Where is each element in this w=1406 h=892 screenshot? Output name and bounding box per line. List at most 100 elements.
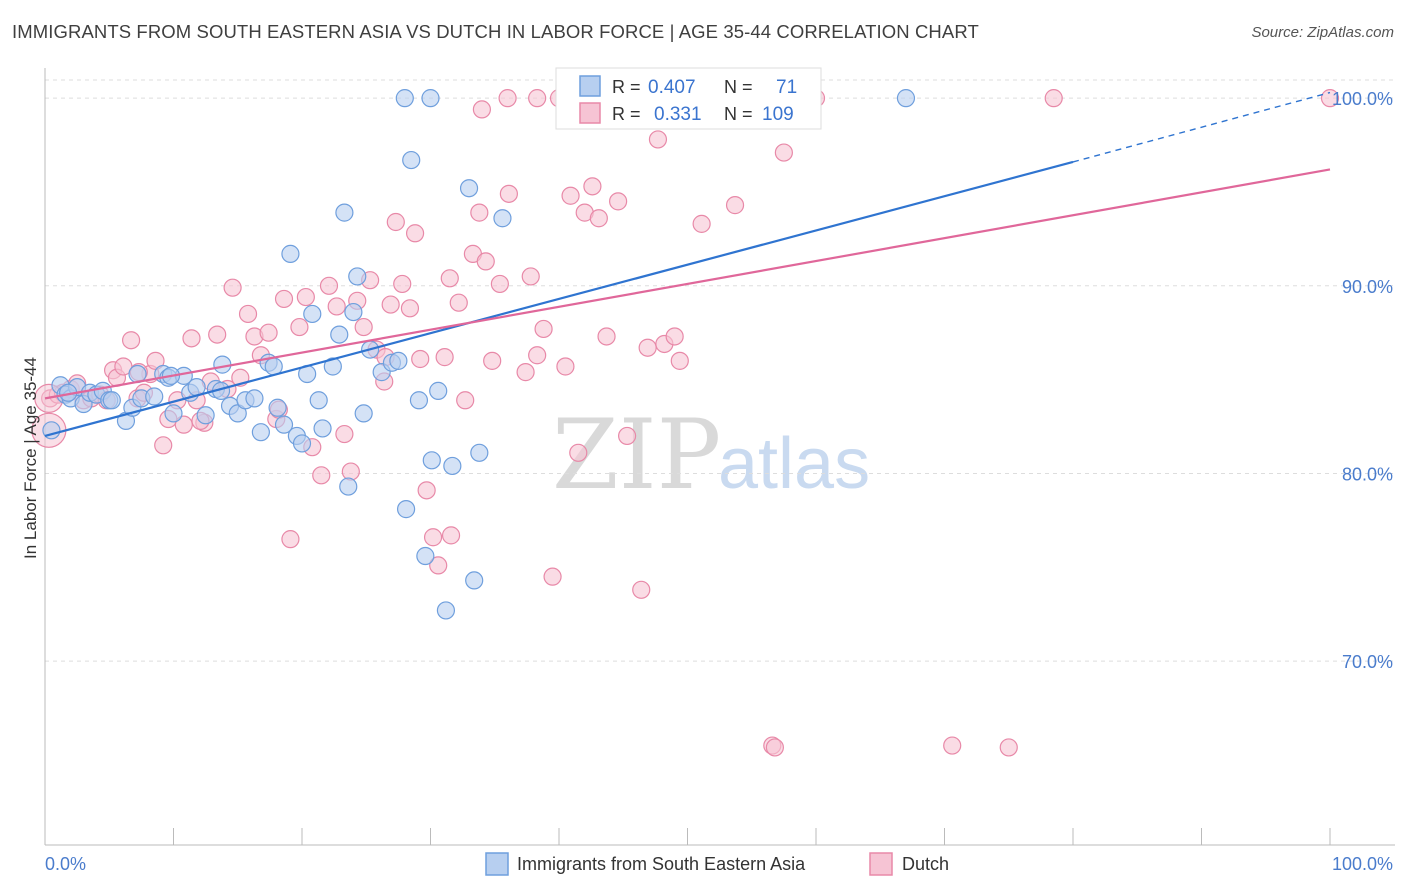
dutch-point [381, 295, 400, 314]
dutch-point [423, 528, 443, 547]
sea-point [443, 456, 462, 476]
dutch-point [393, 274, 412, 294]
dutch-point [618, 426, 637, 446]
legend-label-dutch: Dutch [902, 854, 949, 874]
dutch-point [561, 186, 580, 205]
y-tick-label: 100.0% [1332, 89, 1393, 109]
sea-point [268, 398, 287, 417]
gridlines [45, 79, 1395, 662]
x-tick-label-max: 100.0% [1332, 854, 1393, 874]
sea-point [465, 571, 484, 590]
dutch-point [521, 267, 540, 286]
dutch-point [476, 252, 495, 271]
legend-swatch-sea [485, 852, 509, 876]
sea-point [145, 387, 164, 406]
y-tick-label: 90.0% [1342, 277, 1393, 297]
y-axis-title: In Labor Force | Age 35-44 [21, 357, 40, 559]
dutch-point [999, 738, 1018, 757]
dutch-point [483, 351, 502, 370]
stats-swatch-blue [579, 75, 601, 97]
sea-point [196, 406, 215, 425]
legend: Immigrants from South Eastern Asia Dutch [485, 852, 949, 876]
dutch-point [312, 466, 331, 485]
dutch-point [411, 349, 430, 369]
sea-point [323, 357, 342, 376]
watermark-atlas: atlas [718, 424, 870, 504]
legend-swatch-dutch [869, 852, 893, 876]
dutch-point [665, 327, 684, 346]
sea-point [396, 500, 416, 519]
dutch-point [943, 736, 962, 755]
dutch-point [1044, 89, 1063, 108]
sea-point [339, 477, 358, 496]
y-tick-label: 80.0% [1342, 464, 1393, 484]
dutch-point [670, 351, 689, 370]
dutch-point [516, 363, 535, 382]
chart-title: IMMIGRANTS FROM SOUTH EASTERN ASIA VS DU… [12, 21, 979, 42]
dutch-point [774, 143, 793, 162]
sea-point [164, 404, 183, 423]
stat-r-label-2: R = [612, 104, 641, 124]
sea-points [42, 89, 916, 620]
dutch-point [528, 89, 547, 108]
sea-point [493, 209, 512, 228]
dutch-point [470, 203, 489, 222]
sea-point [330, 325, 349, 344]
dutch-point [456, 391, 475, 410]
sea-point [303, 304, 322, 324]
dutch-point [208, 325, 227, 344]
sea-point [102, 391, 121, 410]
dutch-point [440, 269, 459, 288]
stats-box: R = 0.407 N = 71 R = 0.331 N = 109 [555, 67, 822, 130]
sea-point [309, 391, 328, 410]
sea-point [470, 443, 489, 462]
dutch-point [638, 338, 657, 357]
dutch-trend-line [44, 168, 1331, 400]
sea-point [459, 179, 479, 198]
dutch-point [583, 177, 602, 196]
dutch-point [417, 481, 436, 500]
sea-point [421, 89, 440, 108]
dutch-point [121, 331, 141, 350]
stat-n-label-1: N = [724, 77, 753, 97]
legend-label-sea: Immigrants from South Eastern Asia [517, 854, 806, 874]
dutch-point [296, 287, 315, 307]
sea-point [436, 601, 456, 620]
dutch-point [534, 319, 553, 339]
dutch-point [238, 304, 258, 324]
stats-swatch-pink [579, 102, 601, 124]
sea-point [281, 244, 300, 263]
sea-point [245, 389, 264, 408]
dutch-point [290, 317, 309, 337]
dutch-point [274, 289, 294, 309]
chart-source: Source: ZipAtlas.com [1251, 24, 1394, 41]
dutch-point [341, 462, 360, 481]
dutch-point [405, 224, 425, 243]
sea-trend-line [44, 160, 1074, 437]
dutch-point [528, 346, 547, 365]
sea-trend-extension [1072, 91, 1331, 163]
sea-point [354, 404, 373, 423]
sea-point [422, 451, 441, 470]
dutch-point [182, 329, 201, 348]
sea-point [416, 546, 435, 566]
sea-point [348, 267, 367, 286]
dutch-point [569, 443, 588, 462]
stat-r-label-1: R = [612, 77, 641, 97]
axes [44, 68, 1395, 846]
dutch-point [597, 327, 616, 346]
stat-r-value-1: 0.407 [648, 77, 696, 98]
tick-labels: 70.0% 80.0% 90.0% 100.0% 0.0% 100.0% [45, 89, 1393, 874]
x-tick-label-min: 0.0% [45, 854, 86, 874]
dutch-point [648, 130, 668, 149]
sea-point [389, 351, 408, 370]
dutch-point [498, 89, 517, 108]
dutch-point [400, 299, 420, 318]
dutch-point [327, 297, 346, 316]
dutch-point [1320, 89, 1340, 108]
dutch-point [725, 196, 745, 215]
dutch-point [632, 580, 651, 599]
dutch-point [429, 556, 448, 575]
dutch-point [472, 100, 491, 119]
trend-lines [44, 91, 1331, 437]
